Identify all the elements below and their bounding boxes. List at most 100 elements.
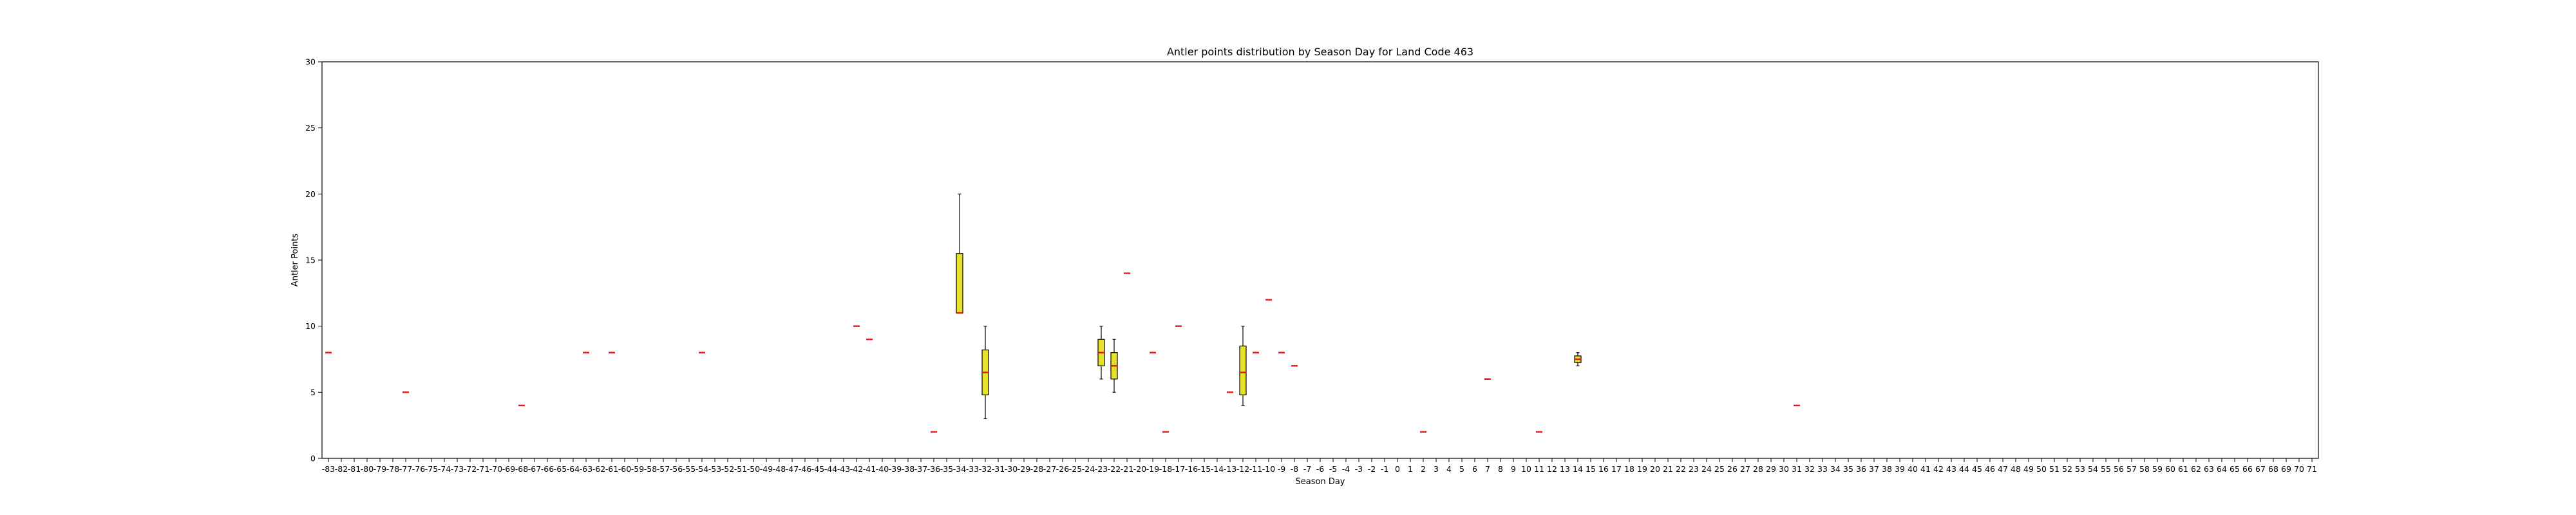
x-tick-label: 40 — [1908, 464, 1918, 474]
x-tick-label: -39 — [889, 464, 902, 474]
x-tick-label: -42 — [850, 464, 863, 474]
x-tick-label: -70 — [489, 464, 502, 474]
x-tick-label: -69 — [502, 464, 515, 474]
x-tick-label: -64 — [567, 464, 580, 474]
x-tick-label: -71 — [477, 464, 489, 474]
x-tick-label: 39 — [1895, 464, 1905, 474]
x-tick-label: 28 — [1753, 464, 1763, 474]
x-tick-label: -6 — [1316, 464, 1325, 474]
x-tick-label: 35 — [1843, 464, 1853, 474]
x-tick-label: -22 — [1108, 464, 1121, 474]
y-tick-label: 10 — [305, 321, 316, 331]
x-tick-label: 26 — [1727, 464, 1738, 474]
x-tick-label: -61 — [605, 464, 618, 474]
x-tick-label: -65 — [554, 464, 567, 474]
x-tick-label: 5 — [1459, 464, 1464, 474]
x-tick-label: -7 — [1303, 464, 1311, 474]
x-tick-label: 22 — [1676, 464, 1686, 474]
x-tick-label: 50 — [2036, 464, 2047, 474]
x-tick-label: -67 — [528, 464, 541, 474]
x-tick-label: -81 — [348, 464, 361, 474]
x-tick-label: 37 — [1869, 464, 1879, 474]
x-tick-label: 46 — [1985, 464, 1995, 474]
x-tick-label: -23 — [1095, 464, 1108, 474]
x-tick-label: 17 — [1611, 464, 1622, 474]
x-tick-label: 61 — [2178, 464, 2188, 474]
iqr-box — [956, 253, 963, 314]
x-tick-label: 62 — [2191, 464, 2201, 474]
x-tick-label: -82 — [335, 464, 348, 474]
x-tick-label: -38 — [902, 464, 914, 474]
x-tick-label: -80 — [361, 464, 374, 474]
x-tick-label: 69 — [2281, 464, 2291, 474]
x-tick-label: -75 — [425, 464, 438, 474]
x-tick-label: -24 — [1082, 464, 1095, 474]
y-tick-label: 5 — [310, 388, 316, 397]
y-tick-label: 30 — [305, 57, 316, 67]
x-tick-label: -45 — [811, 464, 824, 474]
y-tick-label: 25 — [305, 123, 316, 133]
x-tick-label: -83 — [322, 464, 335, 474]
x-tick-label: -36 — [927, 464, 940, 474]
x-tick-label: -30 — [1005, 464, 1018, 474]
x-tick-label: -2 — [1368, 464, 1376, 474]
x-tick-label: 58 — [2139, 464, 2150, 474]
x-tick-label: 19 — [1637, 464, 1647, 474]
x-tick-label: -13 — [1224, 464, 1236, 474]
x-tick-label: 51 — [2049, 464, 2060, 474]
x-tick-label: -21 — [1121, 464, 1133, 474]
plot-frame — [321, 61, 2319, 459]
box-day--23 — [1097, 326, 1105, 380]
x-tick-label: -20 — [1133, 464, 1146, 474]
x-tick-label: 21 — [1663, 464, 1673, 474]
x-tick-label: 11 — [1534, 464, 1544, 474]
x-tick-label: -51 — [734, 464, 747, 474]
x-tick-label: 3 — [1434, 464, 1439, 474]
x-tick-label: 7 — [1485, 464, 1490, 474]
x-tick-label: 23 — [1689, 464, 1699, 474]
x-tick-label: -58 — [644, 464, 657, 474]
x-tick-label: -17 — [1172, 464, 1185, 474]
x-tick-label: 15 — [1586, 464, 1596, 474]
y-tick-label: 15 — [305, 256, 316, 265]
x-tick-label: -1 — [1381, 464, 1388, 474]
x-tick-label: -26 — [1056, 464, 1069, 474]
y-tick-label: 20 — [305, 189, 316, 199]
x-tick-label: 25 — [1714, 464, 1725, 474]
x-tick-label: 6 — [1472, 464, 1477, 474]
x-tick-label: -60 — [618, 464, 631, 474]
x-axis: -83 -82 -81 -80 -79 -78 -77 -76 -75 -74 -73 -72 -71-… — [322, 458, 2317, 474]
x-tick-label: 24 — [1701, 464, 1712, 474]
x-tick-label: 27 — [1740, 464, 1750, 474]
x-tick-label: -59 — [631, 464, 644, 474]
x-tick-label: 57 — [2126, 464, 2137, 474]
box-day--22 — [1110, 339, 1118, 393]
x-tick-label: -27 — [1043, 464, 1056, 474]
x-axis-label: Season Day — [1296, 477, 1345, 487]
x-tick-label: -50 — [747, 464, 760, 474]
x-tick-label: 29 — [1766, 464, 1776, 474]
x-tick-label: 16 — [1598, 464, 1609, 474]
x-tick-label: -52 — [721, 464, 734, 474]
x-tick-label: 14 — [1573, 464, 1583, 474]
x-tick-label: 32 — [1804, 464, 1815, 474]
x-tick-label: 52 — [2062, 464, 2072, 474]
x-tick-label: -74 — [438, 464, 451, 474]
x-tick-label: -29 — [1018, 464, 1030, 474]
x-tick-label: -47 — [786, 464, 799, 474]
x-tick-label: -79 — [374, 464, 386, 474]
x-tick-label: 44 — [1959, 464, 1969, 474]
x-tick-label: 20 — [1650, 464, 1660, 474]
x-tick-label: -16 — [1185, 464, 1198, 474]
x-tick-label: -68 — [515, 464, 528, 474]
box-day--34 — [956, 193, 963, 314]
x-tick-label: 54 — [2088, 464, 2098, 474]
x-tick-label: -49 — [760, 464, 773, 474]
y-axis: 0 5 10 15 20 25 30 — [305, 57, 322, 464]
x-tick-label: 42 — [1933, 464, 1944, 474]
x-tick-label: 18 — [1624, 464, 1634, 474]
x-tick-label: 2 — [1421, 464, 1426, 474]
x-tick-label: -43 — [837, 464, 850, 474]
